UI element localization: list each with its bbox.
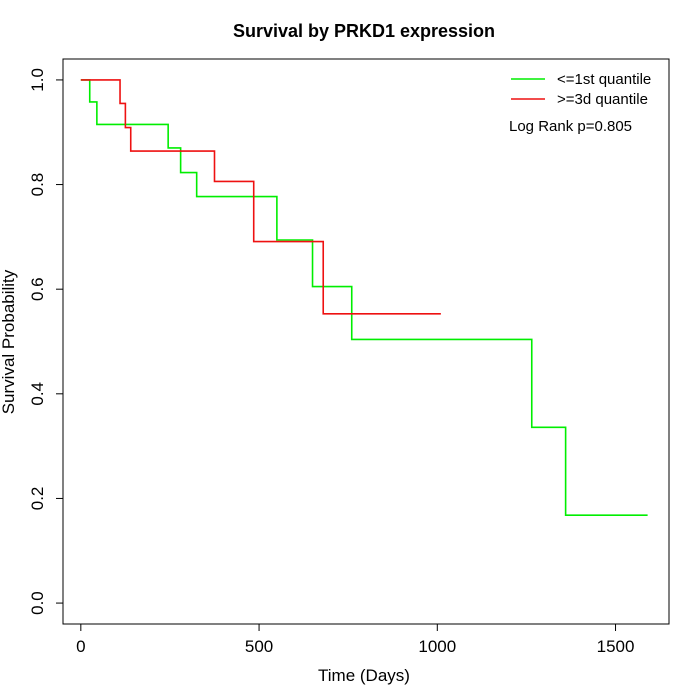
chart-title: Survival by PRKD1 expression	[233, 21, 495, 41]
x-axis-label: Time (Days)	[318, 666, 410, 685]
log-rank-annotation: Log Rank p=0.805	[509, 118, 632, 135]
legend: <=1st quantile >=3d quantile	[511, 71, 651, 108]
y-tick-label: 0.4	[28, 382, 47, 406]
y-tick-label: 1.0	[28, 68, 47, 92]
y-tick-label: 0.2	[28, 487, 47, 511]
x-tick-label: 500	[245, 637, 273, 656]
x-tick-label: 1500	[597, 637, 635, 656]
series-line-high-expression	[80, 79, 441, 315]
y-axis: 0.0 0.2 0.4 0.6 0.8 1.0	[28, 68, 64, 615]
x-tick-label: 0	[76, 637, 85, 656]
series-line-low-expression	[80, 79, 648, 516]
plot-area-frame	[62, 58, 670, 625]
legend-label: <=1st quantile	[557, 71, 651, 88]
y-axis-label: Survival Probability	[0, 269, 18, 414]
y-tick-label: 0.8	[28, 173, 47, 197]
legend-label: >=3d quantile	[557, 91, 648, 108]
x-axis: 0 500 1000 1500	[76, 623, 635, 656]
y-tick-label: 0.6	[28, 277, 47, 301]
series-lines	[80, 79, 648, 516]
y-tick-label: 0.0	[28, 591, 47, 615]
x-tick-label: 1000	[418, 637, 456, 656]
